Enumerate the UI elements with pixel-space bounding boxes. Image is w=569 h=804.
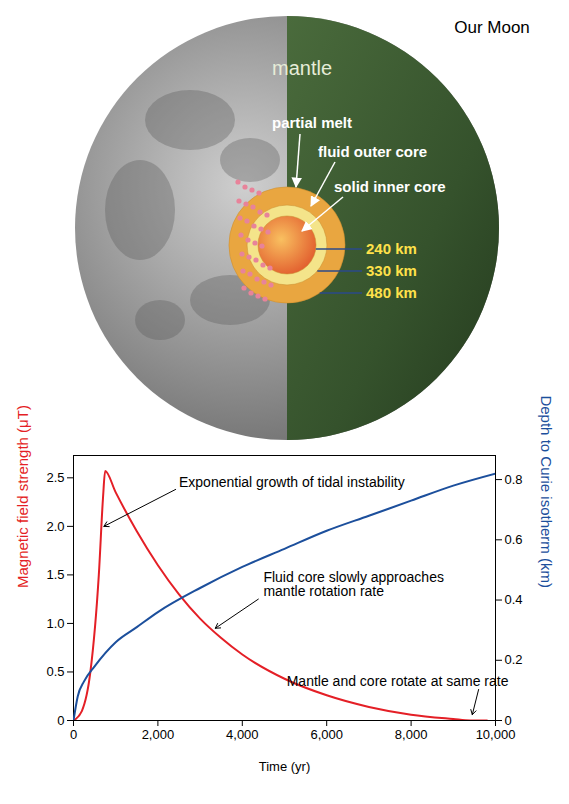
svg-text:0: 0 — [505, 713, 512, 728]
svg-text:fluid outer core: fluid outer core — [318, 143, 427, 160]
svg-text:partial melt: partial melt — [272, 114, 352, 131]
svg-text:Mantle and core rotate at same: Mantle and core rotate at same rate — [287, 673, 509, 689]
svg-text:solid inner core: solid inner core — [334, 178, 446, 195]
svg-text:Time (yr): Time (yr) — [259, 759, 311, 774]
svg-text:0.8: 0.8 — [505, 472, 523, 487]
svg-text:8,000: 8,000 — [395, 727, 428, 742]
svg-text:2,000: 2,000 — [142, 727, 175, 742]
svg-text:Depth to Curie isotherm (km): Depth to Curie isotherm (km) — [538, 395, 555, 588]
svg-text:mantle: mantle — [272, 57, 332, 79]
svg-text:Exponential growth of tidal in: Exponential growth of tidal instability — [179, 474, 405, 490]
svg-text:10,000: 10,000 — [476, 727, 516, 742]
svg-text:1.5: 1.5 — [46, 567, 64, 582]
svg-text:Magnetic field strength (μT): Magnetic field strength (μT) — [14, 405, 31, 588]
svg-text:2.0: 2.0 — [46, 519, 64, 534]
svg-text:0.4: 0.4 — [505, 592, 523, 607]
svg-text:240 km: 240 km — [366, 240, 417, 257]
svg-text:6,000: 6,000 — [310, 727, 343, 742]
svg-text:1.0: 1.0 — [46, 616, 64, 631]
svg-text:0.5: 0.5 — [46, 664, 64, 679]
svg-text:0: 0 — [57, 713, 64, 728]
svg-text:Fluid core slowly approachesma: Fluid core slowly approachesmantle rotat… — [263, 569, 444, 599]
svg-text:330 km: 330 km — [366, 262, 417, 279]
svg-text:0.6: 0.6 — [505, 532, 523, 547]
svg-text:0.2: 0.2 — [505, 652, 523, 667]
svg-text:Our Moon: Our Moon — [454, 18, 530, 37]
svg-text:4,000: 4,000 — [226, 727, 259, 742]
svg-text:2.5: 2.5 — [46, 470, 64, 485]
svg-text:480 km: 480 km — [366, 284, 417, 301]
svg-text:0: 0 — [70, 727, 77, 742]
